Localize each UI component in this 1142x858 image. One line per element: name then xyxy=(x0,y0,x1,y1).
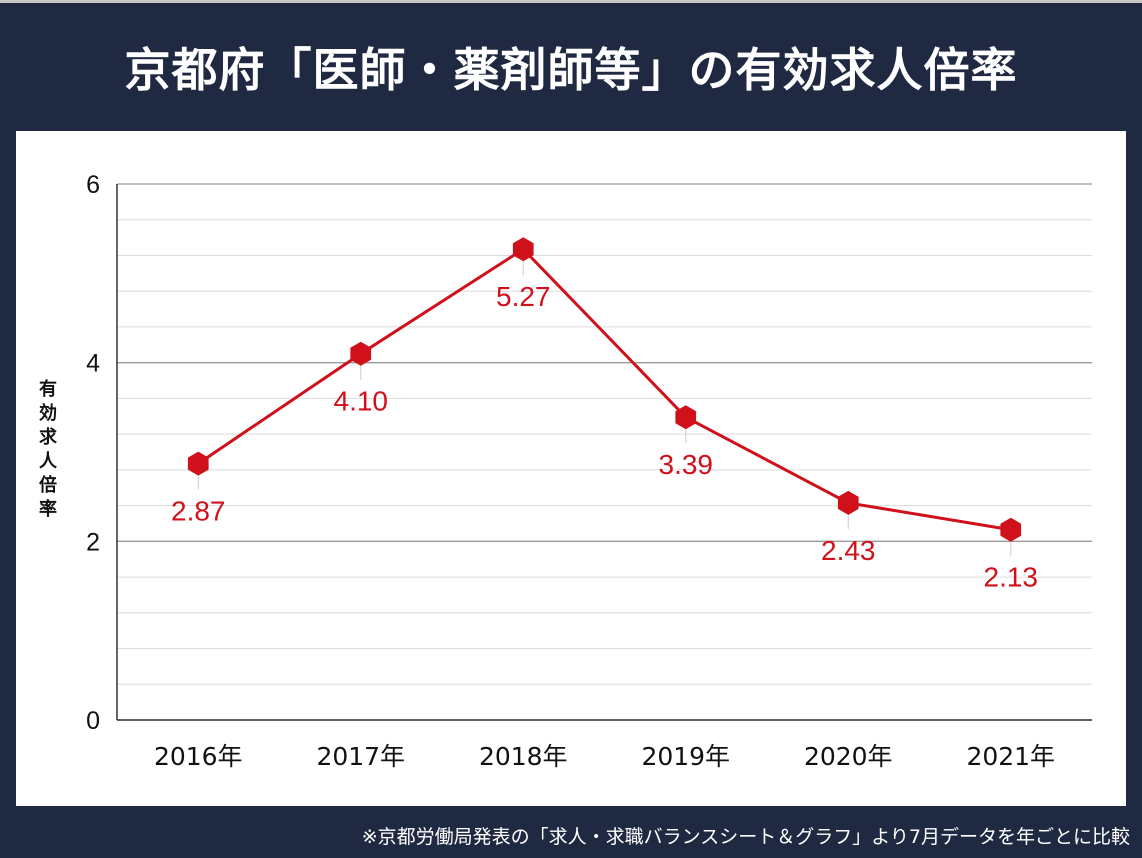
y-tick-label: 0 xyxy=(86,707,100,735)
y-axis-label-char: 効 xyxy=(39,402,57,424)
y-tick-label: 6 xyxy=(86,171,100,199)
data-label: 3.39 xyxy=(659,449,714,480)
source-note: ※京都労働局発表の「求人・求職バランスシート＆グラフ」より7月データを年ごとに比… xyxy=(361,826,1130,848)
y-axis-label-char: 有 xyxy=(39,378,57,400)
data-label: 2.13 xyxy=(984,562,1039,593)
series-line xyxy=(197,247,1011,532)
data-point-marker xyxy=(675,405,697,430)
x-tick-label: 2020年 xyxy=(804,742,893,771)
x-tick-label: 2019年 xyxy=(641,742,730,771)
data-point-marker xyxy=(512,237,534,262)
data-label: 4.10 xyxy=(334,386,389,417)
x-tick-label: 2017年 xyxy=(316,742,405,771)
x-tick-label: 2021年 xyxy=(966,742,1055,771)
y-axis-label-char: 求 xyxy=(39,426,58,448)
y-tick-label: 4 xyxy=(86,350,100,378)
data-point-marker xyxy=(187,451,209,476)
top-border xyxy=(0,0,1142,3)
page-title: 京都府「医師・薬剤師等」の有効求人倍率 xyxy=(124,43,1018,97)
data-label: 5.27 xyxy=(496,281,551,312)
data-point-marker xyxy=(837,490,859,515)
y-tick-label: 2 xyxy=(86,528,100,556)
data-point-marker xyxy=(350,341,372,366)
data-point-marker xyxy=(1000,517,1022,542)
data-label: 2.87 xyxy=(171,496,226,527)
y-axis-label-char: 倍 xyxy=(39,474,57,496)
y-axis-label-char: 率 xyxy=(39,498,57,520)
y-axis-label-char: 人 xyxy=(39,451,58,472)
data-label: 2.43 xyxy=(821,535,876,566)
x-tick-label: 2018年 xyxy=(479,742,568,771)
x-tick-label: 2016年 xyxy=(154,742,243,771)
